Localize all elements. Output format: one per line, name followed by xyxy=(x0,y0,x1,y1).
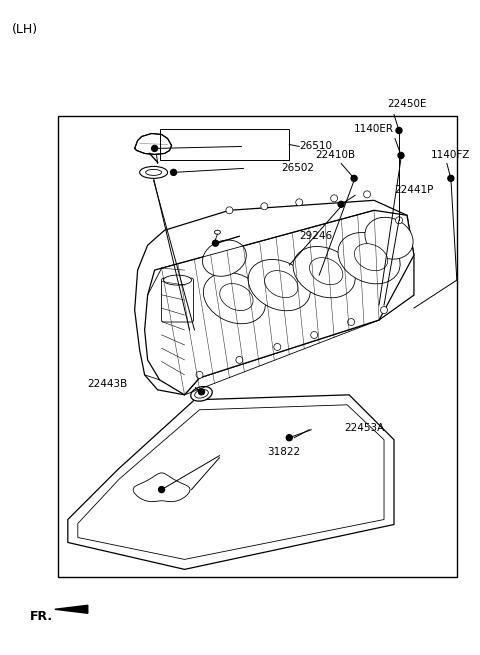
Circle shape xyxy=(338,201,344,207)
Polygon shape xyxy=(133,473,190,502)
Text: FR.: FR. xyxy=(30,610,53,623)
Circle shape xyxy=(381,307,387,314)
Ellipse shape xyxy=(215,231,220,234)
Polygon shape xyxy=(144,210,414,395)
Polygon shape xyxy=(135,200,414,395)
Circle shape xyxy=(311,331,318,339)
FancyBboxPatch shape xyxy=(162,278,193,322)
Text: 1140FZ: 1140FZ xyxy=(431,151,470,160)
Ellipse shape xyxy=(164,275,192,285)
Text: 31822: 31822 xyxy=(267,447,300,457)
Ellipse shape xyxy=(195,390,208,398)
Circle shape xyxy=(158,487,165,493)
Circle shape xyxy=(331,195,337,202)
Bar xyxy=(159,128,289,160)
Ellipse shape xyxy=(204,272,265,324)
Text: 22410B: 22410B xyxy=(315,151,355,160)
Polygon shape xyxy=(135,134,171,155)
Circle shape xyxy=(274,343,281,350)
Circle shape xyxy=(348,318,355,326)
Circle shape xyxy=(236,356,243,364)
Text: 1140ER: 1140ER xyxy=(354,124,394,134)
Circle shape xyxy=(226,207,233,214)
Circle shape xyxy=(199,389,204,395)
Circle shape xyxy=(296,199,303,206)
Text: 29246: 29246 xyxy=(299,231,332,241)
Bar xyxy=(58,115,457,577)
Ellipse shape xyxy=(293,246,355,298)
Polygon shape xyxy=(68,395,394,569)
Ellipse shape xyxy=(365,217,413,259)
Circle shape xyxy=(152,145,157,151)
Text: 26510: 26510 xyxy=(299,141,332,151)
Circle shape xyxy=(396,217,402,224)
Text: 22441P: 22441P xyxy=(394,185,433,195)
Ellipse shape xyxy=(220,284,253,310)
Ellipse shape xyxy=(264,271,298,297)
Circle shape xyxy=(261,203,268,210)
Ellipse shape xyxy=(338,233,400,284)
Ellipse shape xyxy=(140,166,168,178)
Ellipse shape xyxy=(203,240,246,276)
Ellipse shape xyxy=(354,244,388,271)
Circle shape xyxy=(213,240,218,246)
Ellipse shape xyxy=(191,386,212,401)
Polygon shape xyxy=(55,605,88,613)
Circle shape xyxy=(170,170,177,176)
Text: 22443B: 22443B xyxy=(87,379,128,389)
Circle shape xyxy=(398,153,404,159)
Polygon shape xyxy=(78,405,384,559)
Text: 22450E: 22450E xyxy=(387,98,427,109)
Circle shape xyxy=(351,176,357,181)
Text: 26502: 26502 xyxy=(281,163,314,174)
Text: (LH): (LH) xyxy=(12,23,38,36)
Text: 22453A: 22453A xyxy=(344,422,384,433)
Circle shape xyxy=(196,371,203,379)
Circle shape xyxy=(396,128,402,134)
Ellipse shape xyxy=(310,257,343,285)
Ellipse shape xyxy=(248,259,311,310)
Circle shape xyxy=(286,435,292,441)
Circle shape xyxy=(363,191,371,198)
Circle shape xyxy=(448,176,454,181)
Ellipse shape xyxy=(145,170,162,176)
